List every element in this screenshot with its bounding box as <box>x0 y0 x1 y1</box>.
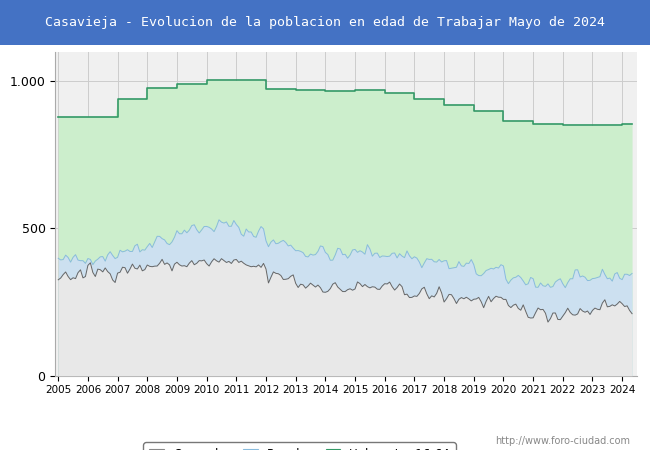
Text: Casavieja - Evolucion de la poblacion en edad de Trabajar Mayo de 2024: Casavieja - Evolucion de la poblacion en… <box>45 16 605 29</box>
Text: http://www.foro-ciudad.com: http://www.foro-ciudad.com <box>495 436 630 446</box>
Legend: Ocupados, Parados, Hab. entre 16-64: Ocupados, Parados, Hab. entre 16-64 <box>144 442 456 450</box>
